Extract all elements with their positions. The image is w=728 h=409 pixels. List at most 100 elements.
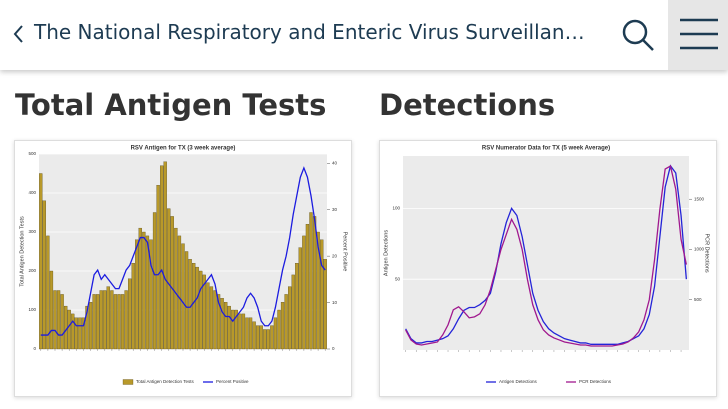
bar xyxy=(181,243,185,350)
bar xyxy=(113,294,118,350)
bar xyxy=(259,325,263,350)
bar xyxy=(309,212,313,350)
bar xyxy=(56,290,61,350)
y-tick-label: 500 xyxy=(28,151,36,156)
legend-label: PCR Detections xyxy=(579,379,612,384)
y2-tick-label: 0 xyxy=(332,346,335,351)
bar xyxy=(302,235,306,350)
back-button[interactable] xyxy=(12,24,26,44)
bar xyxy=(280,302,285,350)
y2-tick-label: 40 xyxy=(332,160,338,165)
bar xyxy=(60,294,64,350)
bar xyxy=(135,239,139,350)
bar xyxy=(142,231,146,350)
bar xyxy=(256,325,260,350)
bar xyxy=(323,259,327,350)
y-tick-label: 400 xyxy=(28,190,36,195)
bar xyxy=(295,263,299,350)
bar xyxy=(92,294,96,350)
bar xyxy=(167,208,171,350)
bar xyxy=(263,329,267,350)
bar xyxy=(138,227,142,350)
y2-tick-label: 30 xyxy=(332,207,338,212)
bar xyxy=(320,239,324,350)
bar xyxy=(67,309,71,350)
y2-tick-label: 500 xyxy=(694,297,702,302)
bar xyxy=(152,212,157,350)
bar xyxy=(248,317,253,350)
bar xyxy=(231,309,235,350)
bar xyxy=(131,263,135,350)
bar xyxy=(220,298,224,350)
bar xyxy=(199,270,203,350)
y2-tick-label: 1000 xyxy=(694,247,705,252)
bar xyxy=(110,290,114,350)
bar xyxy=(298,247,302,350)
bar xyxy=(216,294,221,350)
bar xyxy=(156,185,160,350)
bar xyxy=(64,305,68,350)
y-tick-label: 0 xyxy=(33,346,36,351)
bar xyxy=(252,321,256,350)
bar xyxy=(241,313,246,350)
bar xyxy=(177,235,182,350)
bar xyxy=(96,294,100,350)
bar xyxy=(238,313,242,350)
y-tick-label: 100 xyxy=(28,307,36,312)
bar xyxy=(46,235,50,350)
bar xyxy=(227,305,231,350)
bar xyxy=(192,263,196,350)
bar xyxy=(106,286,110,350)
bar xyxy=(288,286,292,350)
y-axis-label: Antigen Detections xyxy=(383,230,389,276)
menu-button[interactable] xyxy=(668,0,728,70)
bar xyxy=(78,317,82,350)
bar xyxy=(120,294,125,350)
bar xyxy=(117,294,121,350)
legend-label: Percent Positive xyxy=(216,379,249,384)
y2-axis-label: PCR Detections xyxy=(704,233,710,272)
y2-tick-label: 10 xyxy=(332,300,338,305)
plot-area xyxy=(403,156,689,350)
bar xyxy=(88,302,93,350)
bar xyxy=(149,239,153,350)
search-button[interactable] xyxy=(620,18,656,54)
bar xyxy=(128,278,132,350)
bar xyxy=(71,313,75,350)
bar xyxy=(195,266,199,350)
bar xyxy=(202,274,206,350)
legend-label: Total Antigen Detection Tests xyxy=(136,379,194,384)
bar xyxy=(266,329,270,350)
bar xyxy=(291,274,295,350)
bar xyxy=(81,317,86,350)
bar xyxy=(42,200,46,350)
section-heading: Total Antigen Tests xyxy=(15,88,327,122)
bar xyxy=(305,224,310,350)
chart-title: RSV Antigen for TX (3 week average) xyxy=(131,146,236,152)
y-tick-label: 100 xyxy=(392,206,400,211)
chart-card: RSV Antigen for TX (3 week average) 0 100 2… xyxy=(14,140,352,397)
y2-axis-label: Percent Positive xyxy=(342,232,348,272)
bar xyxy=(74,317,78,350)
bar xyxy=(99,290,103,350)
chart-card: RSV Numerator Data for TX (5 week Averag… xyxy=(379,140,717,397)
bar xyxy=(209,286,214,350)
bar xyxy=(273,317,278,350)
bar xyxy=(316,231,320,350)
bar xyxy=(184,251,189,350)
bar xyxy=(124,290,128,350)
bar xyxy=(53,290,57,350)
bar xyxy=(145,235,150,350)
bar xyxy=(206,282,210,350)
bar xyxy=(277,309,281,350)
y-tick-label: 50 xyxy=(395,276,401,281)
series-line xyxy=(405,164,687,345)
chart: RSV Antigen for TX (3 week average)01002… xyxy=(19,146,348,385)
bar xyxy=(170,216,174,350)
bar xyxy=(85,305,89,350)
section-heading: Detections xyxy=(379,88,556,122)
bar xyxy=(234,309,238,350)
app-header: The National Respiratory and Enteric Vir… xyxy=(0,0,728,70)
legend-swatch xyxy=(122,379,134,385)
